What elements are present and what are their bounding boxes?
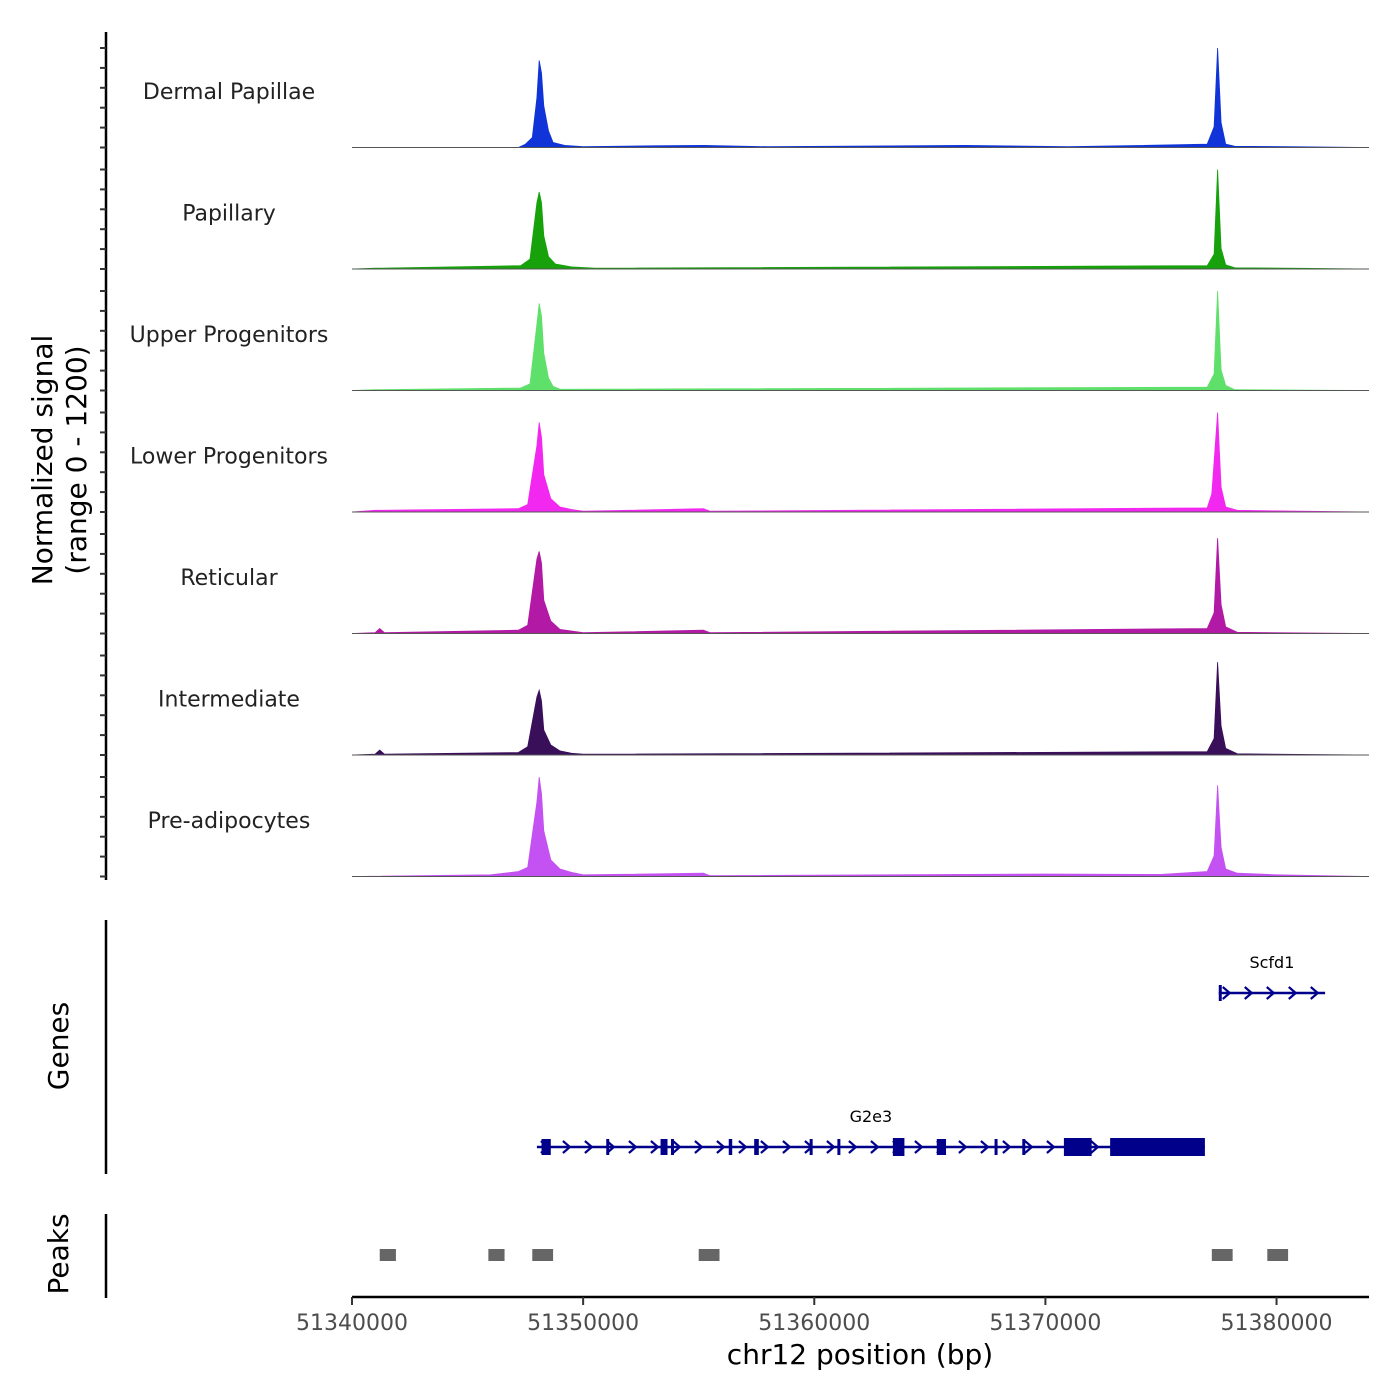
- signal-ylabel-line1: Normalized signal: [26, 335, 59, 586]
- gene-g2e3: G2e3: [536, 1107, 1205, 1156]
- track-label: Pre-adipocytes: [148, 809, 311, 834]
- track-label: Reticular: [180, 566, 278, 591]
- track-label: Lower Progenitors: [130, 445, 328, 470]
- track-label: Papillary: [182, 202, 276, 227]
- exon: [728, 1139, 733, 1155]
- strand-arrow: [1090, 1140, 1100, 1154]
- strand-arrow: [1046, 1140, 1056, 1154]
- signal-area: [352, 47, 1370, 148]
- peak: [379, 1249, 396, 1261]
- exon: [541, 1139, 551, 1155]
- x-ticks: 51340000 51350000 51360000 51370000 51380000: [296, 1297, 1333, 1336]
- gene-label: Scfd1: [1249, 953, 1294, 972]
- exon: [1218, 985, 1222, 1001]
- track-pre-adipocytes: Pre-adipocytes: [148, 776, 1370, 877]
- exon: [1022, 1139, 1026, 1155]
- exon: [936, 1139, 947, 1155]
- strand-arrow: [738, 1140, 748, 1154]
- gene-scfd1: Scfd1: [1218, 953, 1326, 1001]
- strand-arrow: [826, 1140, 836, 1154]
- signal-area: [351, 290, 1370, 391]
- peak: [1267, 1249, 1289, 1261]
- track-label: Dermal Papillae: [143, 80, 315, 105]
- strand-arrow: [1002, 1140, 1012, 1154]
- peak: [698, 1249, 720, 1261]
- strand-arrow: [958, 1140, 968, 1154]
- strand-arrow: [1222, 986, 1232, 1000]
- track-lower-progenitors: Lower Progenitors: [130, 412, 1370, 513]
- exon: [837, 1139, 841, 1155]
- exon: [809, 1139, 813, 1155]
- strand-arrow: [870, 1140, 880, 1154]
- strand-arrow: [782, 1140, 792, 1154]
- signal-area: [351, 662, 1370, 756]
- x-tick-label: 51370000: [989, 1311, 1101, 1336]
- exon: [660, 1139, 668, 1155]
- signal-y-ticks: [100, 47, 106, 878]
- exon: [606, 1139, 610, 1155]
- x-tick-label: 51340000: [296, 1311, 408, 1336]
- strand-arrow: [1244, 986, 1254, 1000]
- signal-tracks: Dermal Papillae Papillary Upper Progenitor…: [130, 47, 1370, 877]
- exon: [892, 1138, 905, 1156]
- gene-annotations: Scfd1 G2e3: [536, 953, 1326, 1156]
- signal-area: [351, 538, 1370, 634]
- track-intermediate: Intermediate: [158, 662, 1370, 756]
- signal-area: [351, 776, 1370, 877]
- peak: [488, 1249, 505, 1261]
- peak: [532, 1249, 554, 1261]
- strand-arrow: [628, 1140, 638, 1154]
- exon: [754, 1139, 759, 1155]
- signal-ylabel-line2: (range 0 - 1200): [60, 345, 93, 574]
- track-label: Upper Progenitors: [130, 323, 329, 348]
- strand-arrow: [1266, 986, 1276, 1000]
- strand-arrow: [1288, 986, 1298, 1000]
- track-label: Intermediate: [158, 688, 300, 713]
- strand-arrow: [914, 1140, 924, 1154]
- strand-arrow: [1024, 1140, 1034, 1154]
- track-papillary: Papillary: [182, 169, 1370, 270]
- gene-label: G2e3: [850, 1107, 893, 1126]
- strand-arrow: [760, 1140, 770, 1154]
- exon: [994, 1139, 998, 1155]
- x-tick-label: 51360000: [758, 1311, 870, 1336]
- strand-arrow: [672, 1140, 682, 1154]
- strand-arrow: [694, 1140, 704, 1154]
- x-axis-title: chr12 position (bp): [727, 1338, 993, 1371]
- strand-arrow: [650, 1140, 660, 1154]
- strand-arrow: [848, 1140, 858, 1154]
- strand-arrow: [1310, 986, 1320, 1000]
- track-upper-progenitors: Upper Progenitors: [130, 290, 1370, 391]
- x-tick-label: 51350000: [527, 1311, 639, 1336]
- peak: [1211, 1249, 1233, 1261]
- exon: [670, 1139, 674, 1155]
- strand-arrow: [980, 1140, 990, 1154]
- strand-arrow: [562, 1140, 572, 1154]
- strand-arrow: [716, 1140, 726, 1154]
- track-dermal-papillae: Dermal Papillae: [143, 47, 1370, 148]
- peak-regions: [379, 1249, 1289, 1261]
- signal-area: [351, 412, 1370, 513]
- exon: [1110, 1138, 1205, 1156]
- genes-track-label: Genes: [42, 1002, 75, 1090]
- track-reticular: Reticular: [180, 538, 1370, 634]
- signal-area: [351, 169, 1370, 270]
- exon: [1063, 1138, 1092, 1156]
- strand-arrow: [584, 1140, 594, 1154]
- peaks-track-label: Peaks: [42, 1213, 75, 1294]
- x-tick-label: 51380000: [1221, 1311, 1333, 1336]
